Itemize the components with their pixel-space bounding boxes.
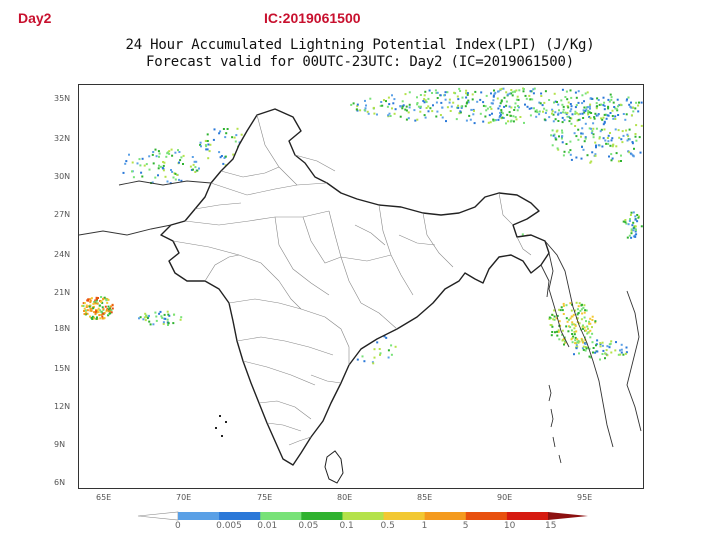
lakshadweep-islands — [215, 415, 227, 437]
lat-label: 18N — [54, 324, 71, 333]
colorbar-label: 15 — [545, 521, 557, 531]
colorbar-low-arrow — [137, 511, 179, 521]
initial-condition-label: IC:2019061500 — [264, 10, 361, 26]
colorbar-swatch — [219, 512, 261, 520]
lat-label: 30N — [54, 172, 71, 181]
map-panel — [78, 84, 644, 489]
colorbar-label: 0.1 — [339, 521, 354, 531]
colorbar-swatch — [301, 512, 343, 520]
lon-label: 65E — [96, 493, 112, 502]
colorbar-swatch — [465, 512, 508, 520]
neighbour-coastlines — [79, 180, 642, 448]
lon-label: 95E — [577, 493, 593, 502]
lon-label: 80E — [337, 493, 353, 502]
sri-lanka-outline — [324, 450, 344, 484]
state-boundaries — [172, 114, 532, 446]
lat-label: 27N — [54, 210, 71, 219]
lat-label: 24N — [54, 250, 71, 259]
colorbar-swatch — [260, 512, 302, 520]
map-subtitle: Forecast valid for 00UTC-23UTC: Day2 (IC… — [146, 54, 574, 70]
colorbar-swatch — [178, 512, 220, 520]
lon-label: 75E — [257, 493, 273, 502]
lat-label: 9N — [54, 440, 66, 449]
colorbar — [137, 511, 588, 521]
colorbar-high-arrow — [548, 512, 588, 520]
colorbar-label: 0.01 — [257, 521, 278, 531]
lat-label: 12N — [54, 402, 71, 411]
lat-label: 35N — [54, 94, 71, 103]
day-label: Day2 — [18, 10, 52, 26]
colorbar-swatch — [424, 512, 467, 520]
lon-label: 70E — [176, 493, 192, 502]
colorbar-swatch — [383, 512, 426, 520]
map-title: 24 Hour Accumulated Lightning Potential … — [125, 37, 595, 53]
colorbar-label: 5 — [462, 521, 469, 531]
colorbar-label: 1 — [421, 521, 428, 531]
lat-label: 15N — [54, 364, 71, 373]
lon-label: 90E — [497, 493, 513, 502]
colorbar-swatch — [342, 512, 385, 520]
lat-label: 32N — [54, 134, 71, 143]
india-boundary — [160, 108, 550, 466]
colorbar-label: 0.005 — [216, 521, 242, 531]
lat-label: 21N — [54, 288, 71, 297]
india-map — [79, 87, 643, 484]
colorbar-swatch — [506, 512, 549, 520]
colorbar-label: 0.05 — [298, 521, 319, 531]
colorbar-label: 0.5 — [380, 521, 395, 531]
andaman-islands — [548, 384, 562, 464]
lat-label: 6N — [54, 478, 66, 487]
lon-label: 85E — [417, 493, 433, 502]
colorbar-label: 0 — [175, 521, 181, 531]
colorbar-label: 10 — [503, 521, 516, 531]
